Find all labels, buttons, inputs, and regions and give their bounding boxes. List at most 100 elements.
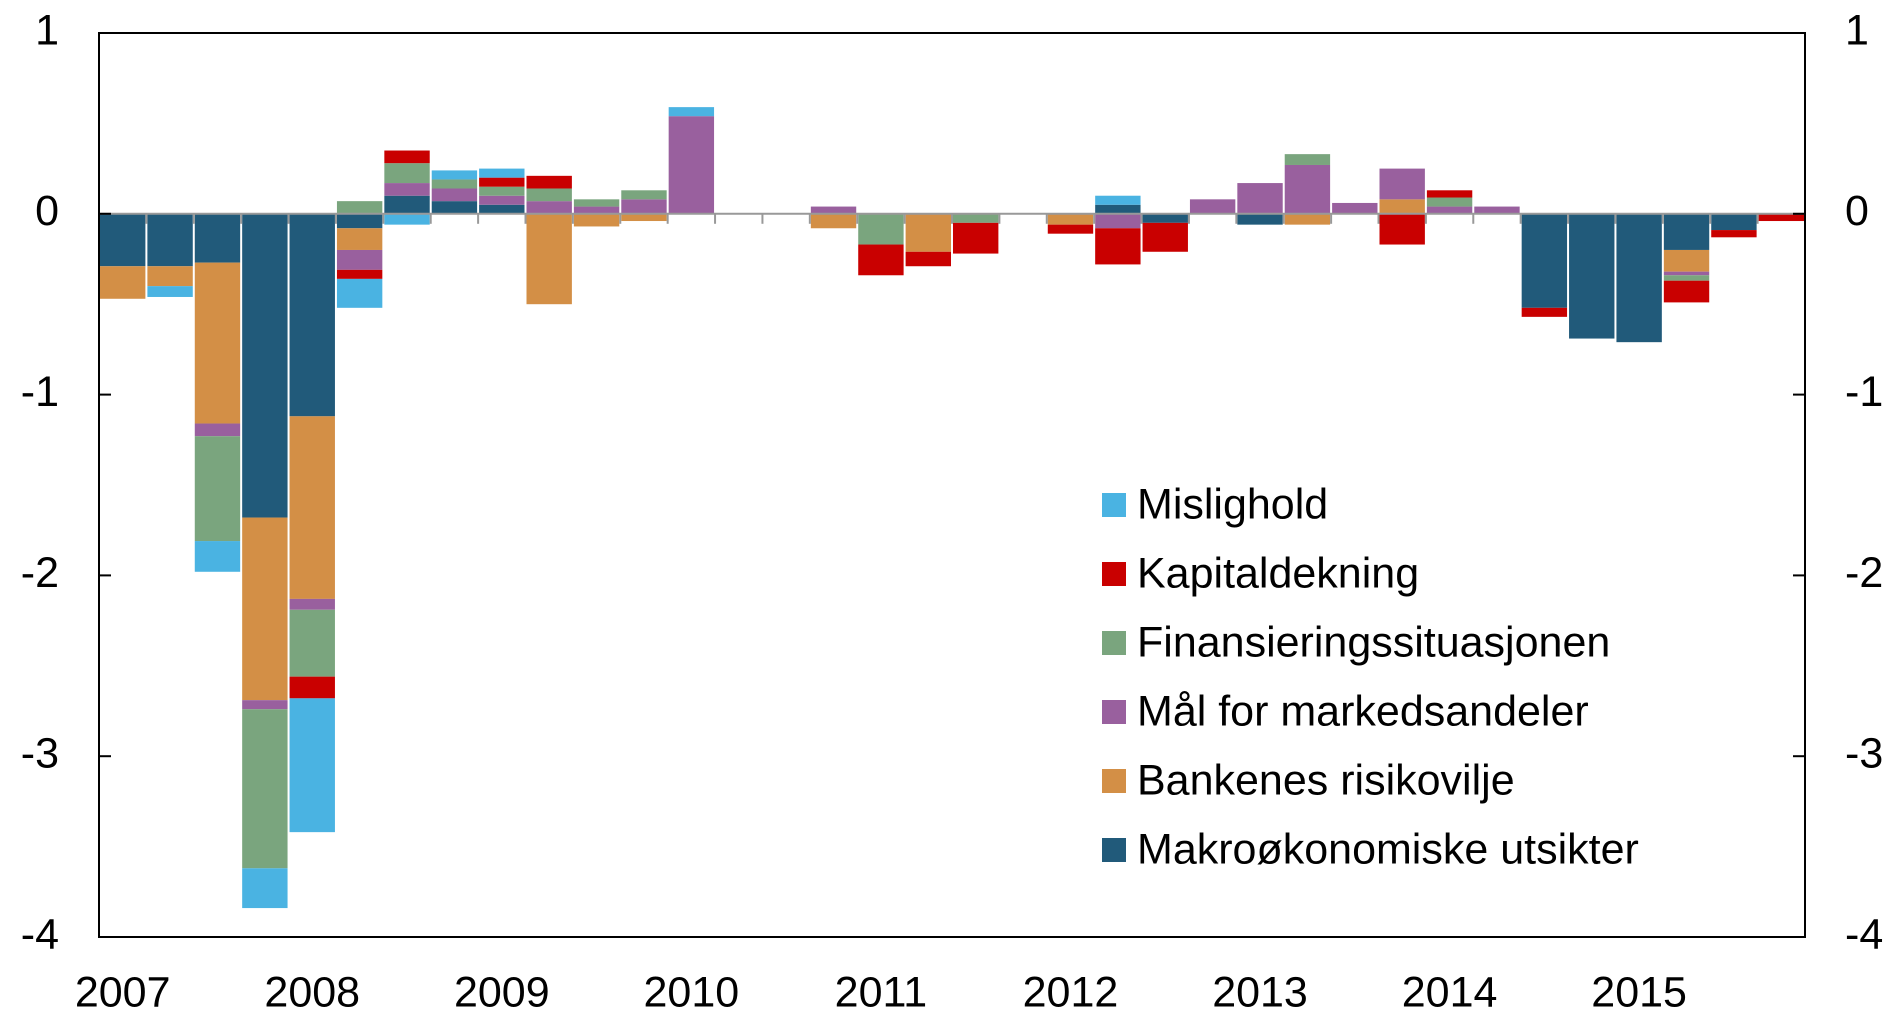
bar-segment xyxy=(858,244,904,276)
bar-segment xyxy=(1047,213,1094,225)
bar-segment xyxy=(621,213,667,222)
bar-segment xyxy=(147,266,193,287)
bar-segment xyxy=(1142,213,1188,223)
y2-tick-label: 0 xyxy=(1845,187,1869,235)
legend-label: Mål for markedsandeler xyxy=(1137,687,1589,735)
legend-swatch xyxy=(1102,700,1126,724)
bar-segment xyxy=(905,213,951,252)
bar-segment xyxy=(479,204,525,214)
bar-segment xyxy=(1284,213,1331,225)
bar-segment xyxy=(1379,213,1425,245)
bar-segment xyxy=(1379,168,1425,200)
legend-label: Makroøkonomiske utsikter xyxy=(1137,825,1639,873)
y-tick-label: -2 xyxy=(21,549,59,597)
bar-segment xyxy=(1758,213,1804,222)
bar-segment xyxy=(336,249,383,270)
bar-segment xyxy=(431,201,478,214)
legend-label: Kapitaldekning xyxy=(1137,549,1419,597)
y-tick-label: -3 xyxy=(21,730,59,778)
bar-segment xyxy=(336,201,383,214)
legend-swatch xyxy=(1102,562,1126,586)
y2-tick-label: -1 xyxy=(1845,368,1883,416)
x-tick-label: 2010 xyxy=(644,968,740,1016)
bar-segment xyxy=(194,262,241,424)
bar-segment xyxy=(810,213,857,229)
bar-segment xyxy=(1426,190,1473,198)
bar-segment xyxy=(194,436,241,542)
bar-segment xyxy=(431,170,478,180)
legend-swatch xyxy=(1102,838,1126,862)
bar-segment xyxy=(1616,213,1662,343)
bar-segment xyxy=(336,278,383,308)
bar-segment xyxy=(384,163,430,184)
bar-segment xyxy=(621,199,667,214)
y2-tick-label: -2 xyxy=(1845,549,1883,597)
bar-segment xyxy=(1663,249,1710,272)
bar-segment xyxy=(1095,228,1141,265)
bar-segment xyxy=(384,195,430,214)
bar-segment xyxy=(242,868,288,909)
bar-segment xyxy=(573,206,620,214)
bar-segment xyxy=(1711,213,1757,231)
bar-segment xyxy=(905,251,951,267)
y-tick-label: -4 xyxy=(21,910,59,958)
bar-segment xyxy=(573,213,620,227)
bar-segment xyxy=(526,213,572,305)
bar-segment xyxy=(1284,164,1331,214)
bar-segment xyxy=(1332,202,1378,214)
bar-segment xyxy=(1379,199,1425,214)
bar-segment xyxy=(431,179,478,189)
y-tick-label: -1 xyxy=(21,368,59,416)
bar-segment xyxy=(1521,213,1568,308)
x-tick-label: 2008 xyxy=(264,968,360,1016)
bar-segment xyxy=(147,286,193,297)
bar-segment xyxy=(242,213,288,518)
bar-segment xyxy=(1095,204,1141,214)
bar-segment xyxy=(242,700,288,710)
bar-segment xyxy=(1663,280,1710,303)
bar-segment xyxy=(289,676,335,699)
x-tick-label: 2012 xyxy=(1023,968,1119,1016)
plot-frame xyxy=(98,32,1806,938)
bar-segment xyxy=(526,175,572,189)
x-tick-label: 2007 xyxy=(75,968,171,1016)
x-tick-label: 2011 xyxy=(835,968,927,1016)
bar-segment xyxy=(431,188,478,202)
y2-tick-label: -4 xyxy=(1845,910,1883,958)
bar-segment xyxy=(1047,224,1094,234)
bar-segment xyxy=(384,150,430,164)
bar-segment xyxy=(1189,199,1236,214)
bar-segment xyxy=(336,213,383,229)
bar-segment xyxy=(810,206,857,214)
bar-segment xyxy=(289,213,335,417)
bar-segment xyxy=(242,517,288,701)
bar-segment xyxy=(1142,222,1188,252)
bar-segment xyxy=(668,116,715,214)
bar-segment xyxy=(242,709,288,869)
bar-segment xyxy=(1237,183,1283,214)
bar-segment xyxy=(1237,213,1283,225)
bar-segment xyxy=(953,222,999,254)
bar-segment xyxy=(479,195,525,205)
bar-segment xyxy=(479,186,525,196)
legend-label: Mislighold xyxy=(1137,480,1328,528)
legend-swatch xyxy=(1102,493,1126,517)
x-tick-label: 2015 xyxy=(1591,968,1687,1016)
bar-segment xyxy=(147,213,193,267)
bar-segment xyxy=(1284,154,1331,165)
bar-segment xyxy=(1095,195,1141,205)
y-tick-label: 0 xyxy=(35,187,59,235)
bar-segment xyxy=(858,213,904,245)
bar-segment xyxy=(384,183,430,196)
bar-segment xyxy=(573,199,620,207)
y2-tick-label: -3 xyxy=(1845,730,1883,778)
y-tick-label: 1 xyxy=(35,6,59,54)
bar-segment xyxy=(479,177,525,187)
bar-segment xyxy=(1569,213,1615,339)
bar-segment xyxy=(289,698,335,833)
bar-segment xyxy=(1663,213,1710,250)
bar-segment xyxy=(289,609,335,677)
y2-tick-label: 1 xyxy=(1845,6,1869,54)
bar-segment xyxy=(1521,307,1568,317)
